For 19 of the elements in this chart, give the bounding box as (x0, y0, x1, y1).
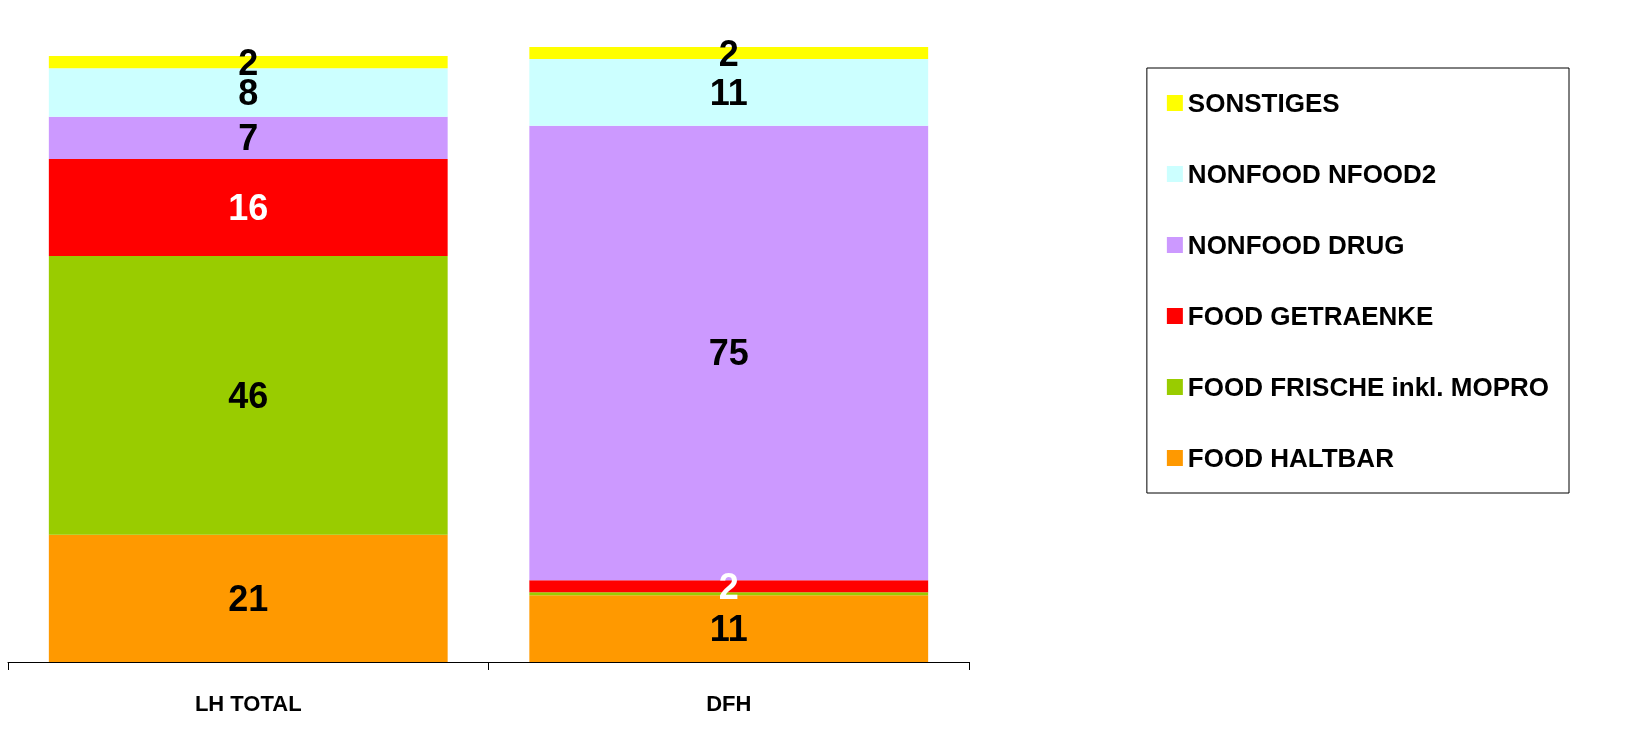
data-label: 11 (709, 71, 748, 113)
legend-label: NONFOOD NFOOD2 (1187, 159, 1437, 189)
bar (48, 116, 448, 160)
bar (48, 159, 448, 257)
data-label: 11 (709, 608, 748, 650)
legend-label: FOOD FRISCHE inkl. MOPRO (1187, 372, 1550, 402)
data-label: 21 (228, 577, 269, 619)
data-label: 7 (238, 117, 259, 159)
bar (48, 256, 448, 535)
data-label: 16 (228, 187, 269, 229)
bar (48, 534, 448, 662)
x-tick-label: DFH (706, 690, 752, 716)
legend-label: SONSTIGES (1187, 88, 1340, 118)
legend-label: FOOD HALTBAR (1187, 443, 1395, 473)
legend-label: NONFOOD DRUG (1187, 230, 1405, 260)
data-label: 75 (708, 332, 749, 374)
legend-label: FOOD GETRAENKE (1187, 301, 1434, 331)
x-tick-label: LH TOTAL (194, 690, 302, 716)
data-label: 46 (228, 374, 269, 416)
